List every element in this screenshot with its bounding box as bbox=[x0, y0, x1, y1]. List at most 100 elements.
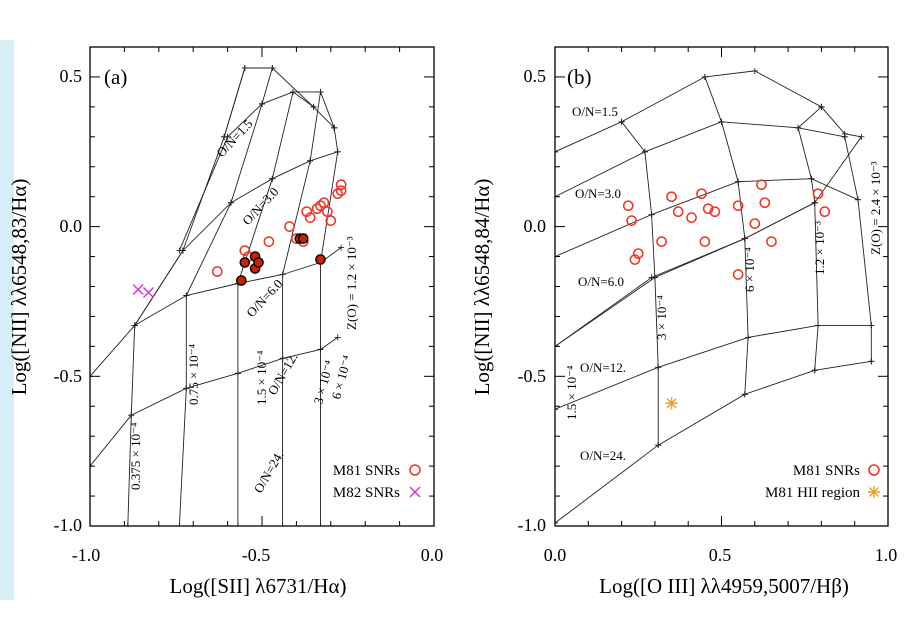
grid-node-marker bbox=[741, 391, 748, 398]
grid-node-marker bbox=[279, 523, 286, 526]
legend-label-m82-snrs: M82 SNRs bbox=[333, 485, 400, 501]
grid-label-z-2.4e-3: Z(O) = 2.4 × 10⁻³ bbox=[868, 161, 883, 255]
grid-node-marker bbox=[310, 103, 317, 110]
grid-node-marker bbox=[811, 199, 818, 206]
grid-node-marker bbox=[279, 271, 286, 278]
data-point-m81-snrs bbox=[239, 245, 251, 256]
data-point-m81-snrs-filled- bbox=[239, 257, 251, 268]
grid-label-on-3-b: O/N=3.0 bbox=[575, 186, 621, 201]
legend-label-m81-hii: M81 HII region bbox=[765, 485, 860, 501]
panel-a-ticks bbox=[89, 46, 435, 527]
data-point-m81-snrs bbox=[819, 206, 831, 218]
grid-node-marker bbox=[259, 100, 265, 107]
grid-node-marker bbox=[841, 133, 848, 140]
panel-a-ytick-label: 0.0 bbox=[60, 216, 83, 236]
grid-node-marker bbox=[701, 73, 708, 80]
grid-node-marker bbox=[655, 364, 662, 371]
grid-label-on-1.5-b: O/N=1.5 bbox=[572, 104, 618, 119]
grid-node-marker bbox=[811, 367, 818, 374]
data-point-m81-snrs bbox=[696, 188, 707, 200]
panel-b-legend: M81 SNRs M81 HII region bbox=[765, 463, 880, 501]
grid-label-on-6-b: O/N=6.0 bbox=[578, 274, 624, 289]
model-grid-ratio-curve bbox=[621, 121, 659, 446]
data-point-m81-hii-region bbox=[665, 397, 678, 410]
data-point-m81-snrs bbox=[335, 185, 347, 197]
panel-a-label: (a) bbox=[104, 65, 127, 89]
panel-a-ytick-label: -0.5 bbox=[54, 366, 83, 386]
data-point-m81-snrs-filled- bbox=[253, 257, 264, 268]
model-grid-ratio-curve bbox=[127, 67, 246, 526]
grid-node-marker bbox=[269, 64, 276, 71]
panel-a-data-markers bbox=[132, 179, 347, 299]
grid-node-marker bbox=[269, 175, 276, 182]
model-grid-ratio-curve bbox=[178, 67, 273, 526]
panel-b-xtick-label: 0.5 bbox=[709, 545, 732, 565]
panel-b-data-markers bbox=[622, 179, 831, 410]
panel-b-xtick-label: 1.0 bbox=[875, 545, 898, 565]
data-point-m81-snrs bbox=[626, 215, 637, 226]
grid-node-marker bbox=[735, 178, 742, 185]
grid-label-z-1.5e-4-b: 1.5 × 10⁻⁴ bbox=[564, 365, 579, 420]
model-grid-ratio-curve bbox=[237, 91, 314, 526]
data-point-m81-snrs-filled- bbox=[297, 233, 309, 244]
data-point-m81-snrs bbox=[632, 248, 644, 259]
legend-marker-m81-hii bbox=[868, 486, 880, 498]
grid-node-marker bbox=[289, 88, 296, 95]
data-point-m81-snrs bbox=[702, 203, 714, 215]
data-point-m81-snrs bbox=[318, 197, 330, 209]
grid-node-marker bbox=[868, 322, 875, 329]
grid-node-marker bbox=[338, 244, 345, 251]
model-grid-ratio-curve bbox=[844, 136, 872, 362]
panel-a-model-grid bbox=[90, 64, 345, 526]
data-point-m81-snrs bbox=[756, 179, 767, 191]
grid-node-marker bbox=[641, 148, 648, 155]
data-point-m82-snrs bbox=[142, 286, 155, 299]
grid-node-marker bbox=[317, 88, 324, 95]
panel-b-ytick-label: -1.0 bbox=[518, 515, 547, 535]
data-point-m81-snrs bbox=[732, 200, 744, 212]
grid-node-marker bbox=[128, 412, 135, 419]
data-point-m81-snrs bbox=[656, 236, 667, 247]
grid-node-marker bbox=[808, 175, 815, 182]
panel-b-ytick-label: 0.0 bbox=[524, 216, 547, 236]
data-point-m81-snrs bbox=[672, 206, 684, 218]
data-point-m81-snrs bbox=[699, 236, 711, 247]
grid-node-marker bbox=[858, 133, 865, 140]
grid-label-z-1.2e-3-b: 1.2 × 10⁻³ bbox=[812, 221, 827, 275]
grid-node-marker bbox=[307, 157, 314, 164]
grid-label-z-1.5e-4: 1.5 × 10⁻⁴ bbox=[254, 350, 269, 405]
panel-b-x-axis-title: Log([O III] λλ4959,5007/Hβ) bbox=[599, 574, 849, 598]
grid-node-marker bbox=[183, 292, 190, 299]
panel-a-xtick-label: -0.5 bbox=[242, 545, 271, 565]
panel-a-ytick-label: 0.5 bbox=[60, 66, 83, 86]
panel-a-legend: M81 SNRs M82 SNRs bbox=[333, 463, 421, 501]
grid-node-marker bbox=[176, 523, 183, 526]
panel-b-ytick-label: 0.5 bbox=[524, 66, 547, 86]
grid-node-marker bbox=[555, 520, 558, 526]
data-point-m81-snrs bbox=[749, 218, 761, 229]
grid-node-marker bbox=[815, 322, 822, 329]
grid-node-marker bbox=[234, 523, 241, 526]
grid-node-marker bbox=[124, 523, 131, 526]
grid-label-z-1.2e-3: Z(O) = 1.2 × 10⁻³ bbox=[344, 236, 359, 330]
grid-node-marker bbox=[241, 64, 248, 71]
data-point-m81-snrs bbox=[709, 206, 721, 218]
data-point-m81-snrs bbox=[812, 188, 824, 200]
grid-node-marker bbox=[131, 322, 138, 329]
data-point-m81-snrs bbox=[284, 221, 295, 232]
grid-node-marker bbox=[751, 67, 758, 74]
panel-a-y-axis-title: Log([NII] λλ6548,83/Hα) bbox=[7, 179, 31, 396]
data-point-m81-snrs bbox=[766, 236, 777, 247]
legend-marker-m81-snrs-b bbox=[868, 464, 880, 476]
panel-a-xtick-label: 0.0 bbox=[421, 545, 444, 565]
grid-node-marker bbox=[868, 358, 875, 365]
grid-label-z-6e-4-b: 6 × 10⁻⁴ bbox=[742, 247, 757, 292]
grid-label-on-12-b: O/N=12. bbox=[580, 360, 626, 375]
data-point-m81-snrs bbox=[629, 254, 641, 265]
data-point-m81-snrs bbox=[622, 200, 634, 212]
grid-node-marker bbox=[334, 148, 341, 155]
grid-node-marker bbox=[179, 247, 186, 254]
data-point-m81-snrs bbox=[304, 212, 316, 223]
grid-node-marker bbox=[183, 385, 190, 392]
data-point-m81-snrs bbox=[263, 236, 275, 247]
